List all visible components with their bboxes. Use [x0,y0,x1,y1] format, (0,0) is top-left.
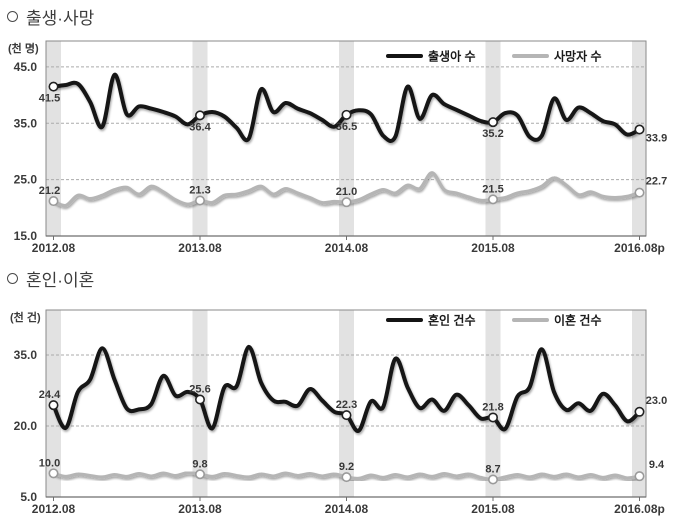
section-title-text: 혼인·이혼 [26,271,95,290]
august-highlight-band [192,41,208,236]
marriages-marker [341,410,352,421]
marriages-value-label: 22.3 [336,399,357,411]
x-axis-tick-label: 2012.08 [32,502,76,516]
births-value-label: 33.9 [646,132,667,144]
marriages-marker [487,412,498,423]
legend-item-deaths: 사망자 수 [512,49,602,64]
legend-label: 이혼 건수 [554,313,602,328]
deaths-value-label: 21.5 [482,183,503,195]
divorces-marker [487,474,498,485]
x-axis-tick-label: 2016.08p [614,502,665,516]
x-axis-tick-label: 2013.08 [178,502,222,516]
births-marker [634,124,645,135]
births-marker [341,109,352,120]
deaths-value-label: 21.2 [39,185,60,197]
births-marker [48,81,59,92]
y-axis-tick-label: 20.0 [14,419,38,433]
legend-label: 출생아 수 [428,49,476,64]
divorces-value-label: 10.0 [39,457,60,469]
august-highlight-band [339,41,354,236]
x-axis-tick-label: 2015.08 [471,502,515,516]
deaths-marker [48,196,59,207]
divorces-marker [634,471,645,482]
section-title-text: 출생·사망 [26,9,95,28]
divorces-marker [195,469,206,480]
x-axis-tick-label: 2015.08 [471,241,515,255]
marriages-value-label: 23.0 [646,395,667,407]
x-axis-tick-label: 2012.08 [32,241,76,255]
marriages-value-label: 25.6 [189,383,210,395]
legend-item-marriages: 혼인 건수 [386,313,476,328]
august-highlight-band [485,41,501,236]
axis-unit-label: (천 명) [8,41,39,55]
divorces-value-label: 9.8 [192,458,207,470]
births-value-label: 36.4 [189,121,211,133]
deaths-marker [341,197,352,208]
divorces-marker [48,468,59,479]
births-marker [195,110,206,121]
legend-label: 혼인 건수 [428,313,476,328]
y-axis-tick-label: 45.0 [14,60,38,74]
divorces-value-label: 9.4 [649,459,665,471]
births-value-label: 36.5 [336,121,357,133]
circle-bullet-icon [7,273,18,284]
y-axis-tick-label: 35.0 [14,348,38,362]
august-highlight-band [632,41,646,236]
y-axis-tick-label: 35.0 [14,116,38,130]
section-title-births-deaths: 출생·사망 [7,4,94,29]
divorces-value-label: 8.7 [485,463,500,475]
deaths-marker [195,195,206,206]
august-highlight-band [632,310,646,497]
axis-unit-label: (천 건) [10,310,41,324]
births-value-label: 41.5 [39,93,60,105]
births-value-label: 35.2 [482,128,503,140]
august-highlight-band [485,310,501,497]
section-title-marriage-divorce: 혼인·이혼 [7,266,94,291]
x-axis-tick-label: 2016.08p [614,241,665,255]
marriages-value-label: 24.4 [39,389,61,401]
deaths-value-label: 22.7 [646,176,667,188]
y-axis-tick-label: 15.0 [14,229,38,243]
legend-label: 사망자 수 [554,49,602,64]
marriages-marker [195,394,206,405]
circle-bullet-icon [7,11,18,22]
marriages-marker [634,406,645,417]
x-axis-tick-label: 2013.08 [178,241,222,255]
legend-item-divorces: 이혼 건수 [512,313,602,328]
deaths-value-label: 21.3 [189,184,210,196]
x-axis-tick-label: 2014.08 [325,502,369,516]
deaths-marker [487,194,498,205]
x-axis-tick-label: 2014.08 [325,241,369,255]
legend: 출생아 수 사망자 수 [386,49,602,64]
legend-item-births: 출생아 수 [386,49,476,64]
births-marker [487,117,498,128]
y-axis-tick-label: 5.0 [20,490,37,504]
deaths-marker [634,187,645,198]
marriages-marker [48,400,59,411]
deaths-value-label: 21.0 [336,186,357,198]
divorces-value-label: 9.2 [339,461,354,473]
y-axis-tick-label: 25.0 [14,173,38,187]
divorces-marker [341,472,352,483]
august-highlight-band [46,41,61,236]
legend: 혼인 건수 이혼 건수 [386,313,602,328]
august-highlight-band [339,310,354,497]
marriages-value-label: 21.8 [482,401,503,413]
